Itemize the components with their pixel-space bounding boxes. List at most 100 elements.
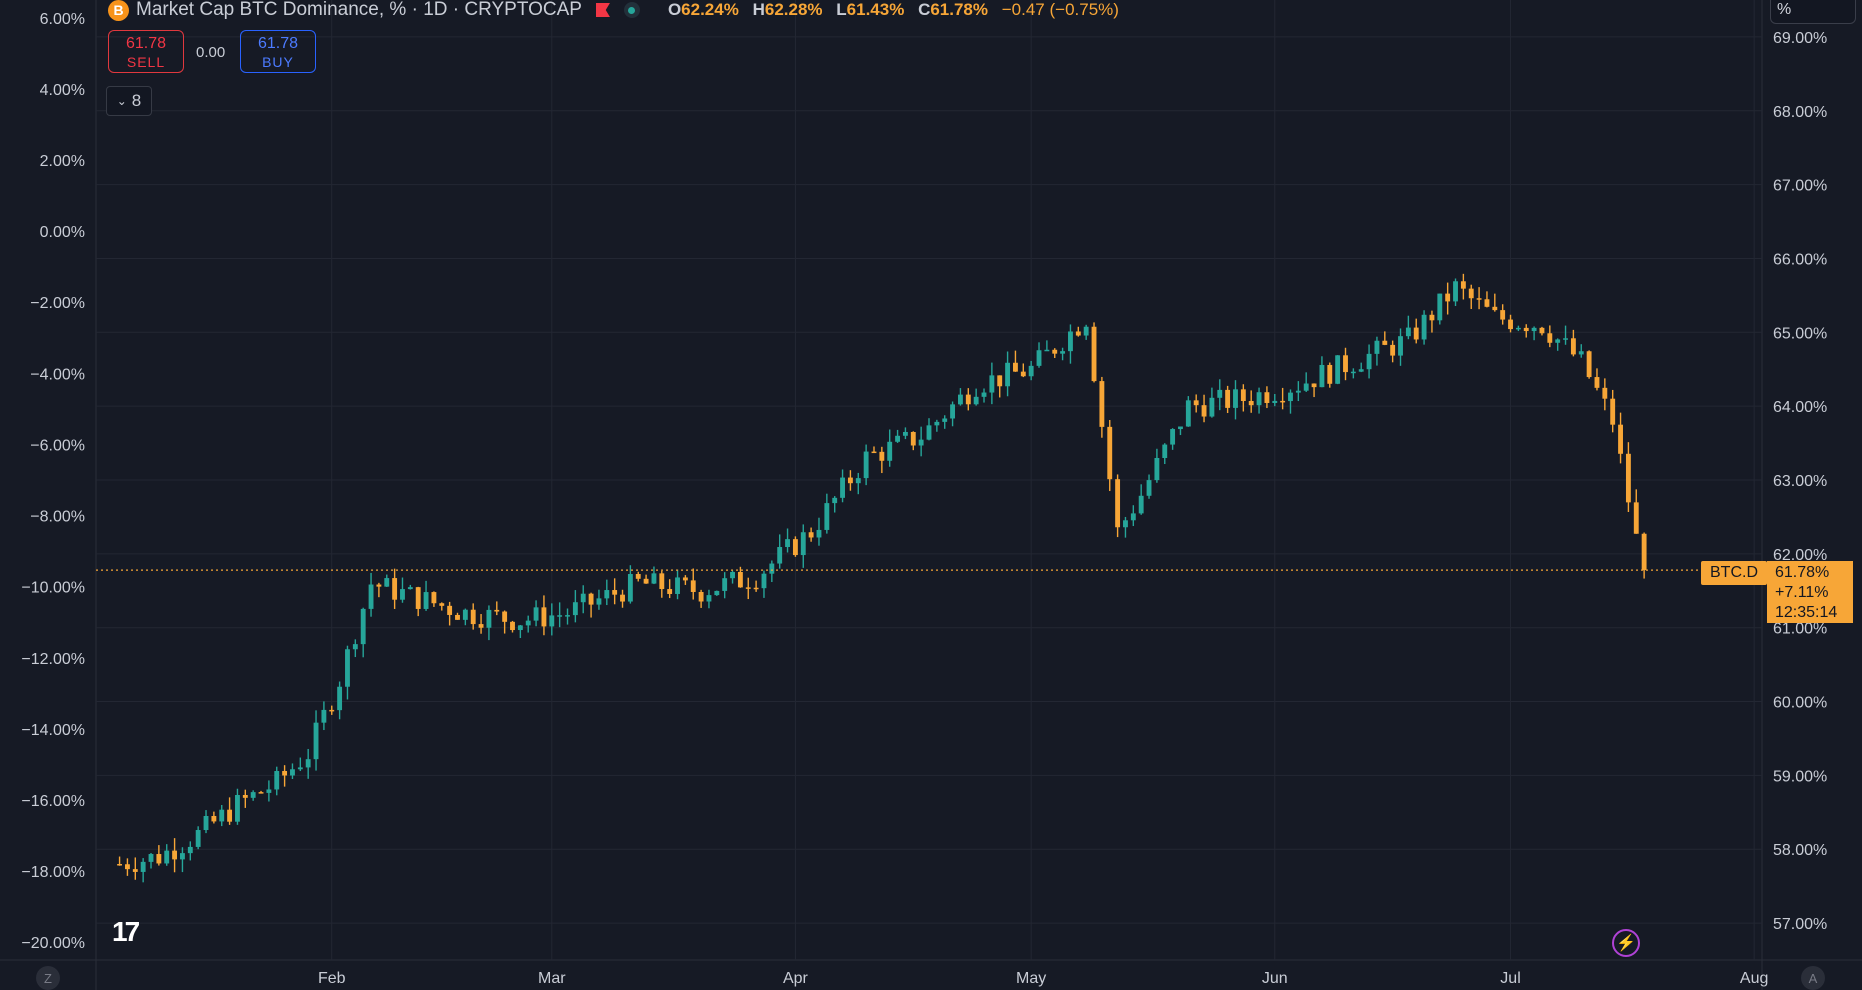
- candle-body: [1343, 355, 1348, 373]
- candle-body: [447, 605, 453, 615]
- candle-body: [148, 854, 154, 862]
- candle-body: [227, 809, 233, 822]
- candle-body: [942, 418, 948, 422]
- candle-body: [274, 771, 280, 790]
- right-axis-tick-label: 59.00%: [1773, 768, 1827, 785]
- candle-body: [1020, 371, 1026, 377]
- right-axis-tick-label: 60.00%: [1773, 695, 1827, 712]
- candle-body: [722, 578, 728, 591]
- candle-body: [462, 609, 468, 620]
- candle-body: [871, 451, 877, 454]
- candle-body: [1280, 400, 1286, 403]
- candle-body: [258, 792, 264, 794]
- indicator-count: 8: [131, 91, 142, 110]
- candle-body: [785, 539, 790, 548]
- candle-body: [1453, 281, 1458, 302]
- candle-body: [219, 809, 225, 822]
- flag-icon[interactable]: [595, 3, 610, 17]
- corner-z-button[interactable]: Z: [36, 966, 60, 990]
- candle-body: [1185, 400, 1191, 427]
- candle-body: [329, 709, 335, 712]
- sell-button[interactable]: 61.78 SELL: [108, 30, 184, 73]
- candle-body: [541, 607, 547, 627]
- candle-body: [1374, 340, 1380, 354]
- candle-body: [682, 577, 688, 581]
- candle-body: [1256, 392, 1262, 406]
- scale-mode-button[interactable]: %: [1770, 0, 1856, 24]
- buy-button[interactable]: 61.78 BUY: [240, 30, 316, 73]
- indicators-toggle-button[interactable]: ⌄ 8: [106, 86, 152, 116]
- left-axis-tick-label: −4.00%: [30, 366, 85, 383]
- candle-body: [1083, 326, 1089, 336]
- candle-body: [1272, 400, 1278, 403]
- candle-body: [1641, 533, 1647, 571]
- right-axis-tick-label: 58.00%: [1773, 842, 1827, 859]
- candle-body: [132, 869, 138, 872]
- candle-body: [525, 620, 531, 626]
- candle-body: [1233, 389, 1238, 408]
- candle-body: [1295, 390, 1301, 393]
- candle-body: [690, 580, 696, 592]
- candle-body: [855, 478, 861, 484]
- candle-body: [667, 589, 673, 594]
- candle-body: [706, 595, 712, 602]
- candle-body: [1091, 326, 1097, 382]
- left-axis-tick-label: −2.00%: [30, 295, 85, 312]
- candle-body: [1547, 333, 1553, 343]
- candle-body: [1390, 344, 1396, 356]
- ohlc-readout: O62.24% H62.28% L61.43% C61.78% −0.47 (−…: [667, 0, 1119, 19]
- candle-body: [981, 392, 987, 397]
- right-axis-tick-label: 61.00%: [1773, 621, 1827, 638]
- candle-body: [211, 816, 217, 822]
- candle-body: [1398, 336, 1403, 356]
- candle-body: [250, 792, 256, 798]
- tradingview-logo-icon[interactable]: 17: [112, 916, 140, 947]
- candle-body: [1437, 293, 1443, 321]
- x-axis-tick-label: Feb: [318, 970, 346, 987]
- candle-body: [1594, 377, 1600, 388]
- candle-body: [305, 759, 311, 768]
- candle-body: [965, 394, 971, 405]
- candle-body: [745, 587, 751, 589]
- candle-body: [1413, 327, 1419, 340]
- candle-body: [1523, 327, 1529, 332]
- candle-body: [847, 477, 853, 484]
- candle-body: [1382, 340, 1388, 345]
- candle-body: [1264, 392, 1270, 403]
- candle-body: [1154, 457, 1160, 481]
- candle-body: [1570, 338, 1576, 355]
- spread-value: 0.00: [196, 44, 226, 61]
- candle-body: [1539, 327, 1545, 334]
- candle-body: [384, 578, 390, 587]
- ohlc-high: 62.28%: [764, 0, 823, 19]
- x-axis-tick-label: Apr: [783, 970, 809, 987]
- candle-body: [337, 686, 343, 711]
- candle-body: [117, 864, 123, 866]
- chart-title[interactable]: Market Cap BTC Dominance, % · 1D · CRYPT…: [136, 0, 582, 20]
- candle-body: [156, 854, 162, 864]
- candle-body: [1586, 351, 1592, 378]
- candle-body: [675, 577, 680, 594]
- candle-body: [486, 609, 492, 628]
- right-axis-tick-label: 67.00%: [1773, 178, 1827, 195]
- candle-body: [290, 769, 295, 776]
- candle-body: [1209, 397, 1215, 417]
- candle-body: [1508, 319, 1513, 330]
- candle-body: [1288, 392, 1293, 402]
- candle-body: [620, 594, 625, 602]
- candle-body: [1178, 426, 1183, 430]
- left-axis-tick-label: −18.00%: [21, 864, 85, 881]
- corner-a-button[interactable]: A: [1801, 966, 1825, 990]
- candle-body: [926, 425, 932, 440]
- candle-body: [1005, 362, 1011, 387]
- sell-label: SELL: [126, 54, 166, 70]
- left-axis-tick-label: 2.00%: [40, 153, 85, 170]
- lightning-icon[interactable]: ⚡: [1612, 929, 1640, 957]
- candle-body: [580, 593, 586, 603]
- market-status-icon[interactable]: [623, 2, 640, 18]
- candle-body: [950, 404, 956, 419]
- candle-body: [737, 571, 743, 588]
- candle-body: [730, 571, 735, 579]
